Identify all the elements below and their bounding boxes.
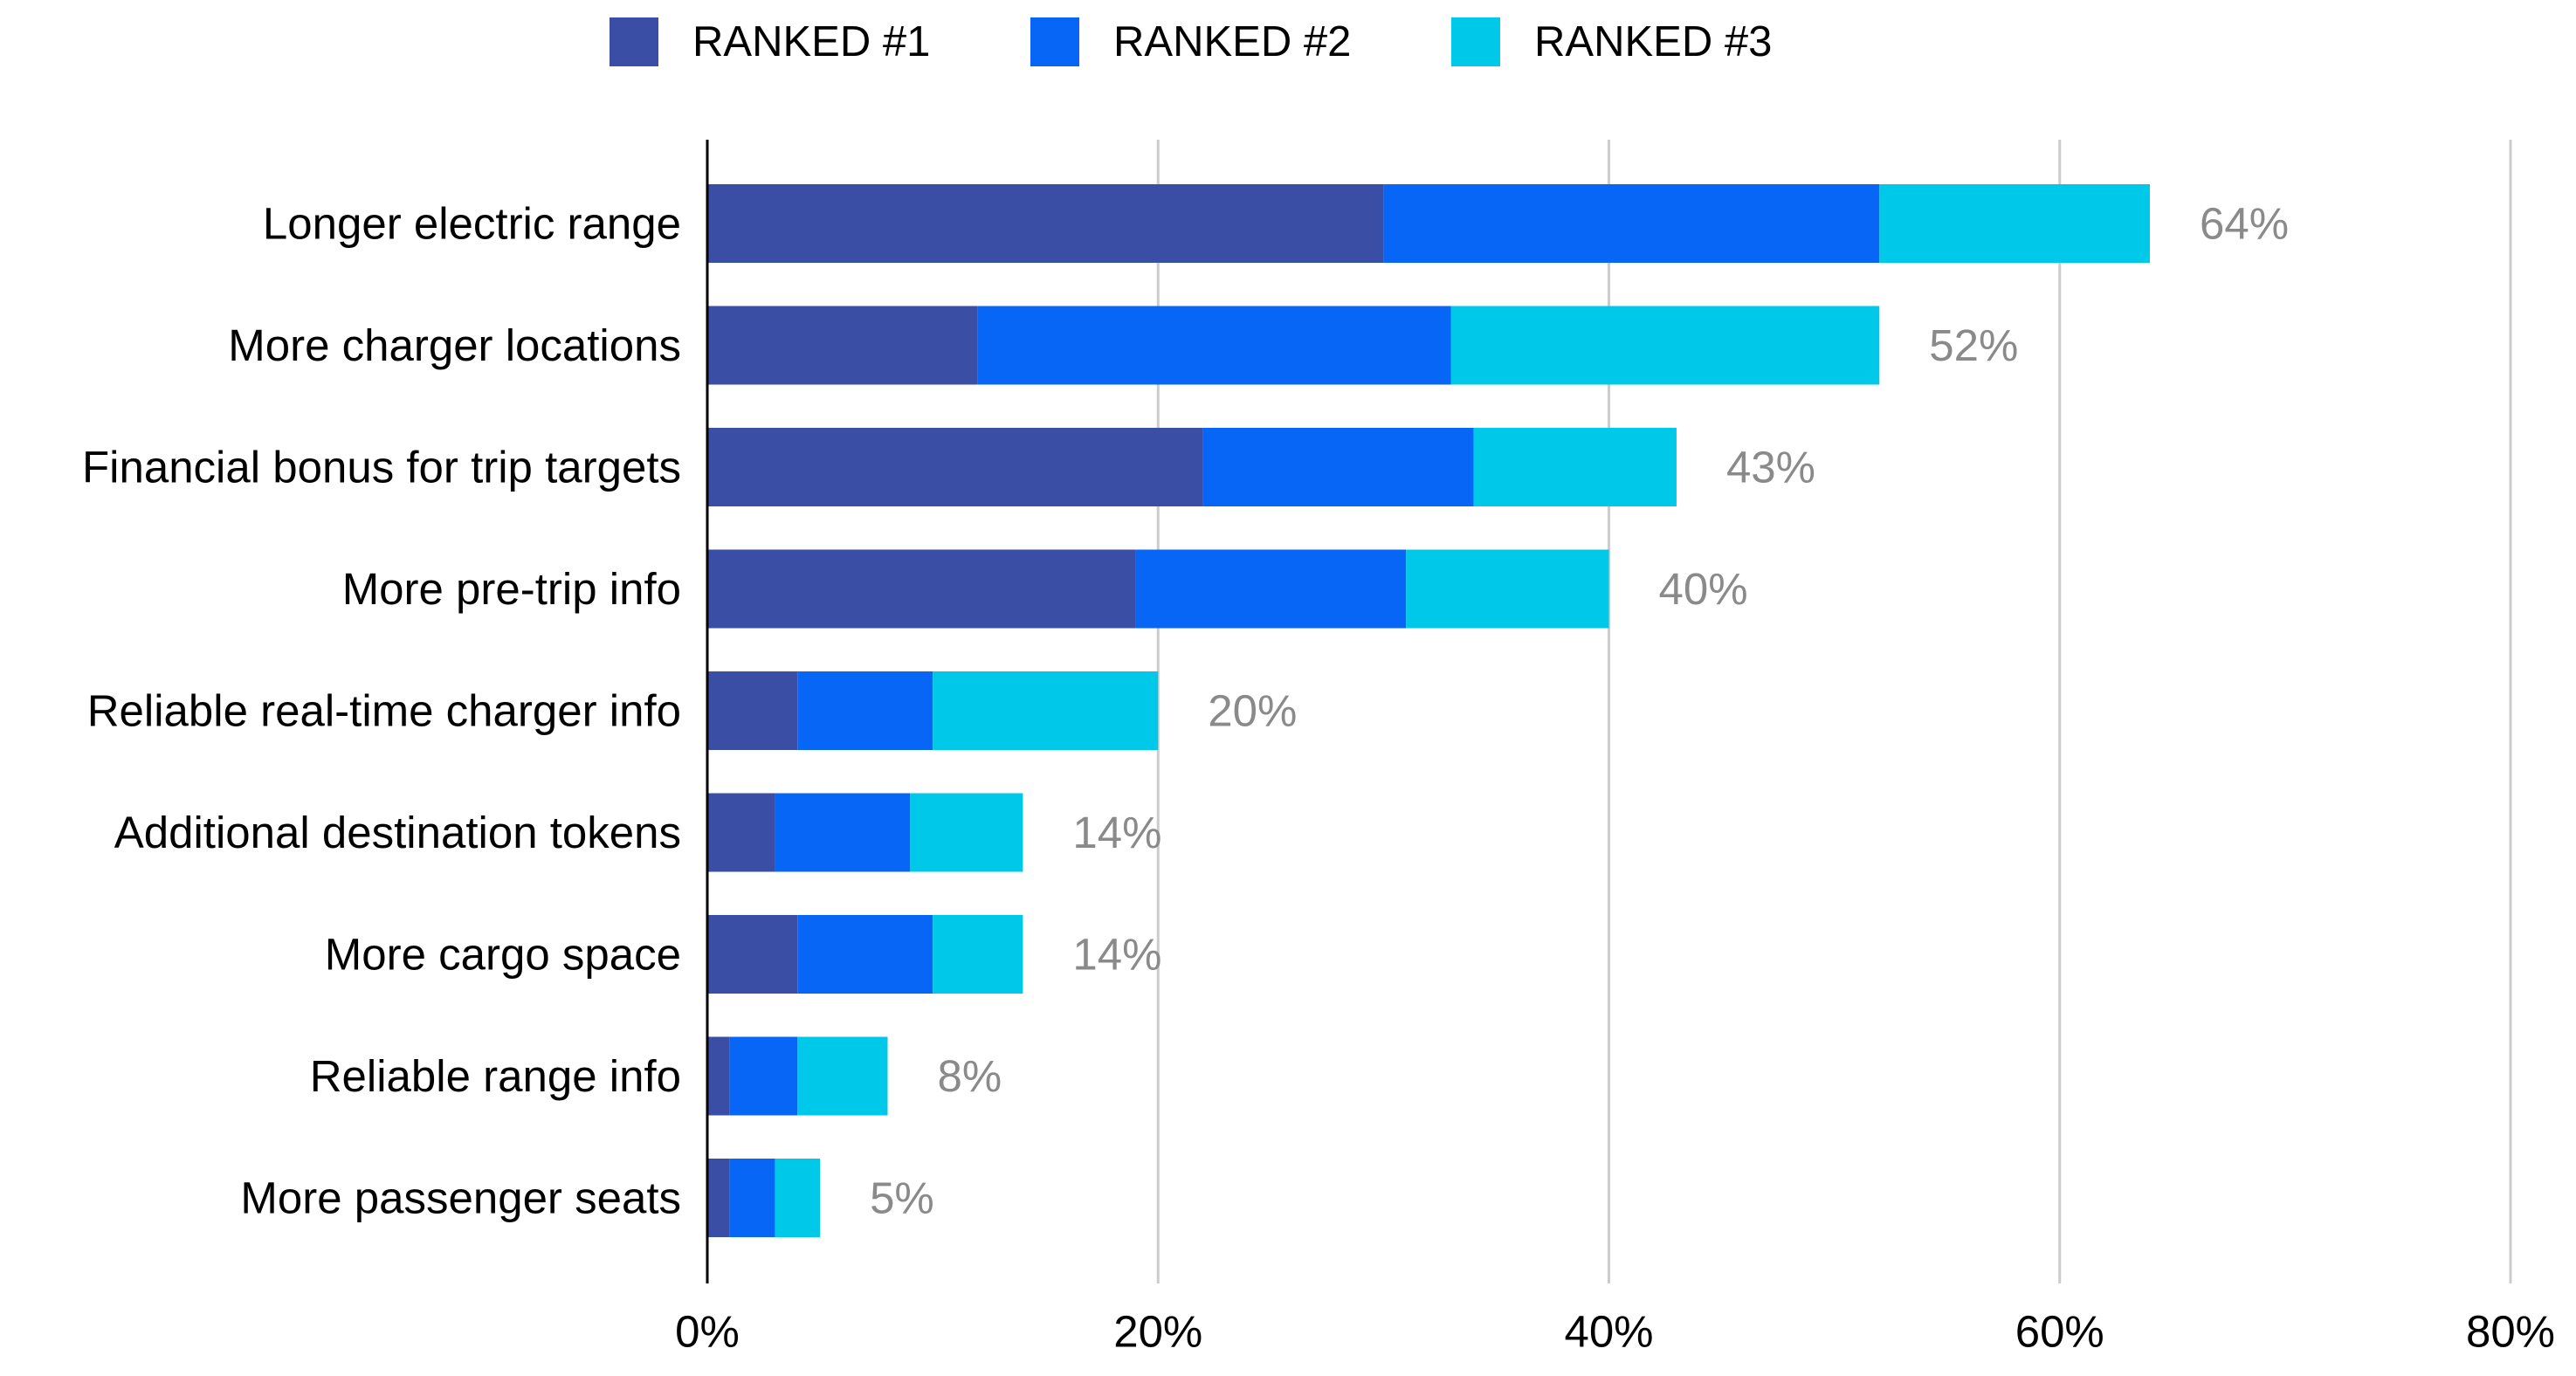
bar-segment-3-row-4: [1406, 549, 1609, 629]
bar-segment-2-row-3: [1202, 428, 1474, 506]
bar-segment-3-row-9: [775, 1159, 821, 1237]
category-label: Longer electric range: [263, 199, 681, 249]
bar-segment-3-row-3: [1473, 428, 1677, 506]
bar-segment-1-row-2: [707, 306, 978, 385]
bar-segment-1-row-9: [707, 1159, 730, 1237]
total-label: 52%: [1929, 320, 2018, 370]
bar-segment-2-row-9: [729, 1159, 775, 1237]
category-label: More passenger seats: [240, 1173, 681, 1223]
legend-label: RANKED #3: [1534, 18, 1772, 65]
category-label: Additional destination tokens: [114, 808, 681, 857]
total-label: 14%: [1072, 930, 1161, 980]
legend-swatch-3: [1451, 17, 1500, 66]
bar-segment-2-row-4: [1135, 549, 1407, 629]
bar-segment-3-row-1: [1879, 184, 2150, 263]
bar-segment-1-row-5: [707, 671, 798, 750]
bar-segment-1-row-8: [707, 1036, 730, 1116]
total-label: 43%: [1726, 443, 1815, 492]
category-label: More charger locations: [228, 320, 681, 370]
bar-segment-1-row-1: [707, 184, 1384, 263]
total-label: 20%: [1208, 686, 1297, 736]
total-label: 40%: [1659, 564, 1748, 614]
bar-segment-2-row-6: [775, 793, 911, 872]
legend-label: RANKED #2: [1113, 18, 1351, 65]
category-label: Reliable real-time charger info: [87, 686, 681, 736]
total-label: 5%: [870, 1173, 934, 1223]
x-tick-label: 60%: [2015, 1307, 2104, 1357]
total-label: 8%: [938, 1051, 1002, 1101]
total-label: 14%: [1072, 808, 1161, 857]
bar-segment-2-row-2: [977, 306, 1451, 385]
category-label: Financial bonus for trip targets: [82, 443, 681, 492]
bar-segment-2-row-5: [797, 671, 933, 750]
bar-segment-3-row-5: [933, 671, 1159, 750]
bar-segment-3-row-8: [797, 1036, 888, 1116]
x-tick-label: 0%: [675, 1307, 740, 1357]
category-label: More pre-trip info: [342, 564, 681, 614]
bar-segment-3-row-6: [910, 793, 1023, 872]
category-label: More cargo space: [325, 930, 681, 980]
legend-swatch-1: [610, 17, 658, 66]
bar-segment-1-row-7: [707, 915, 798, 994]
total-label: 64%: [2200, 199, 2289, 249]
bar-segment-2-row-7: [797, 915, 933, 994]
bar-segment-3-row-7: [933, 915, 1023, 994]
category-label: Reliable range info: [310, 1051, 681, 1101]
legend-swatch-2: [1030, 17, 1079, 66]
bar-segment-1-row-3: [707, 428, 1203, 506]
x-tick-label: 20%: [1113, 1307, 1202, 1357]
legend-label: RANKED #1: [692, 18, 930, 65]
bar-segment-1-row-6: [707, 793, 775, 872]
x-tick-label: 80%: [2466, 1307, 2555, 1357]
bar-segment-1-row-4: [707, 549, 1136, 629]
x-tick-label: 40%: [1564, 1307, 1653, 1357]
bar-segment-3-row-2: [1450, 306, 1880, 385]
bar-segment-2-row-8: [729, 1036, 798, 1116]
bar-segment-2-row-1: [1383, 184, 1880, 263]
